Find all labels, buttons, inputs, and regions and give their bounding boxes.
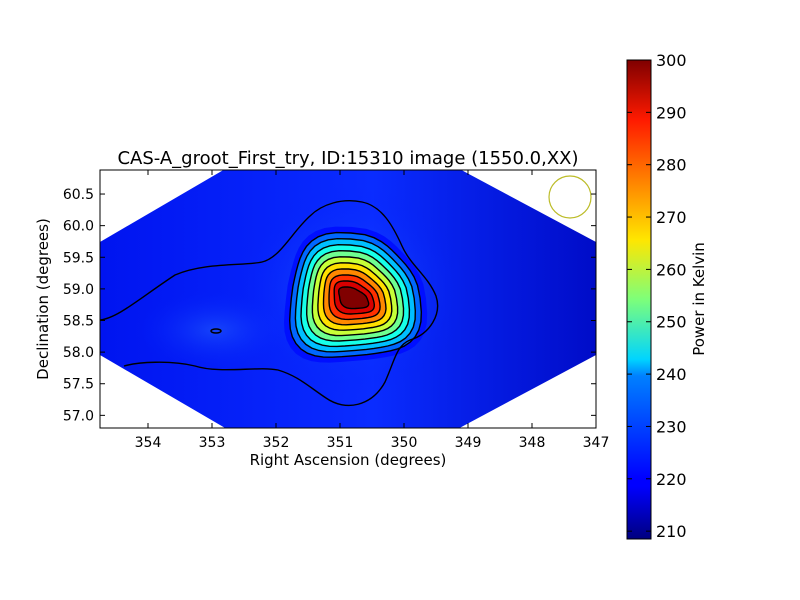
contour-line [337,286,370,310]
y-tick-label: 59.5 [63,250,94,266]
sky-image [100,170,596,428]
y-tick-label: 57.0 [63,408,94,424]
colorbar-scale [626,59,652,540]
y-tick-label: 57.5 [63,377,94,393]
contour-line [305,249,405,342]
secondary-contour [210,328,222,334]
colorbar-tick-label: 240 [656,365,687,384]
x-tick-label: 350 [391,435,418,451]
contour-line [288,231,423,358]
y-axis: 57.0 57.5 58.0 58.5 59.0 59.5 60.0 60.5 [63,187,596,424]
x-tick-label: 352 [263,435,290,451]
plot-area [99,169,597,429]
y-tick-label: 60.0 [63,219,94,235]
colorbar-ticks: 210 220 230 240 250 260 270 280 290 300 [627,51,687,541]
x-tick-label: 347 [583,435,610,451]
contour-line [322,268,387,326]
colorbar-tick-label: 290 [656,103,687,122]
contour-line [328,274,381,321]
x-tick-label: 354 [135,435,162,451]
chart-title: CAS-A_groot_First_try, ID:15310 image (1… [117,148,578,169]
beam-marker [548,175,592,219]
x-tick-label: 349 [455,435,482,451]
colorbar-tick-label: 230 [656,417,687,436]
colorbar-tick-label: 220 [656,470,687,489]
y-tick-label: 58.5 [63,314,94,330]
colorbar-tick-label: 210 [656,522,687,541]
axes-frame [99,169,597,429]
x-axis: 354 353 352 351 350 349 348 347 [135,170,610,451]
contour-line [294,237,417,353]
colorbar-tick-label: 250 [656,313,687,332]
colorbar-tick-label: 260 [656,260,687,279]
colorbar: 210 220 230 240 250 260 270 280 290 300 Power in … [626,51,708,541]
contour-line [300,243,411,348]
contour-lines [288,231,423,358]
source-emission [284,226,428,363]
colorbar-tick-label: 300 [656,51,687,70]
contour-line [333,280,376,315]
y-tick-label: 60.5 [63,187,94,203]
x-axis-label: Right Ascension (degrees) [250,451,447,469]
colorbar-tick-label: 270 [656,208,687,227]
colorbar-label: Power in Kelvin [690,242,708,356]
x-tick-label: 351 [327,435,354,451]
outer-contour [100,200,439,407]
y-axis-label: Declination (degrees) [34,218,52,380]
contour-line [317,262,393,331]
x-tick-label: 348 [519,435,546,451]
y-tick-label: 59.0 [63,282,94,298]
contour-line [311,256,399,337]
x-tick-label: 353 [199,435,226,451]
y-tick-label: 58.0 [63,345,94,361]
colorbar-tick-label: 280 [656,156,687,175]
